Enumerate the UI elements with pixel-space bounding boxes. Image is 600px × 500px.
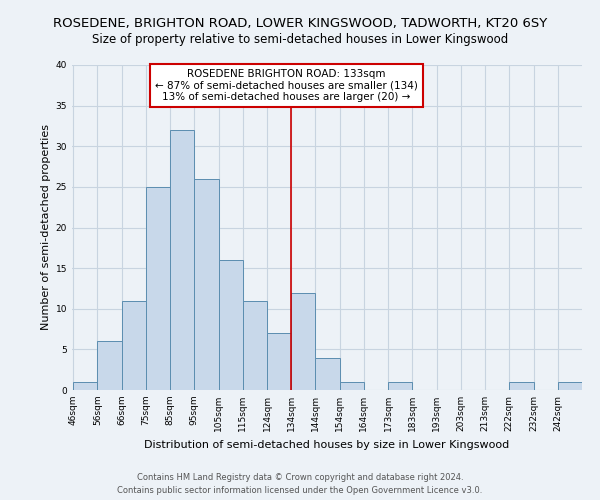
Bar [73,382,97,390]
Bar [509,382,533,390]
Bar [291,292,316,390]
Bar [267,333,291,390]
Text: Contains HM Land Registry data © Crown copyright and database right 2024.
Contai: Contains HM Land Registry data © Crown c… [118,474,482,495]
Bar [97,341,122,390]
Bar [243,300,267,390]
Bar [316,358,340,390]
Y-axis label: Number of semi-detached properties: Number of semi-detached properties [41,124,52,330]
Bar [340,382,364,390]
X-axis label: Distribution of semi-detached houses by size in Lower Kingswood: Distribution of semi-detached houses by … [145,440,509,450]
Text: Size of property relative to semi-detached houses in Lower Kingswood: Size of property relative to semi-detach… [92,32,508,46]
Bar [388,382,412,390]
Bar [558,382,582,390]
Bar [146,187,170,390]
Text: ROSEDENE BRIGHTON ROAD: 133sqm
← 87% of semi-detached houses are smaller (134)
1: ROSEDENE BRIGHTON ROAD: 133sqm ← 87% of … [155,69,418,102]
Text: ROSEDENE, BRIGHTON ROAD, LOWER KINGSWOOD, TADWORTH, KT20 6SY: ROSEDENE, BRIGHTON ROAD, LOWER KINGSWOOD… [53,18,547,30]
Bar [218,260,243,390]
Bar [194,179,218,390]
Bar [122,300,146,390]
Bar [170,130,194,390]
